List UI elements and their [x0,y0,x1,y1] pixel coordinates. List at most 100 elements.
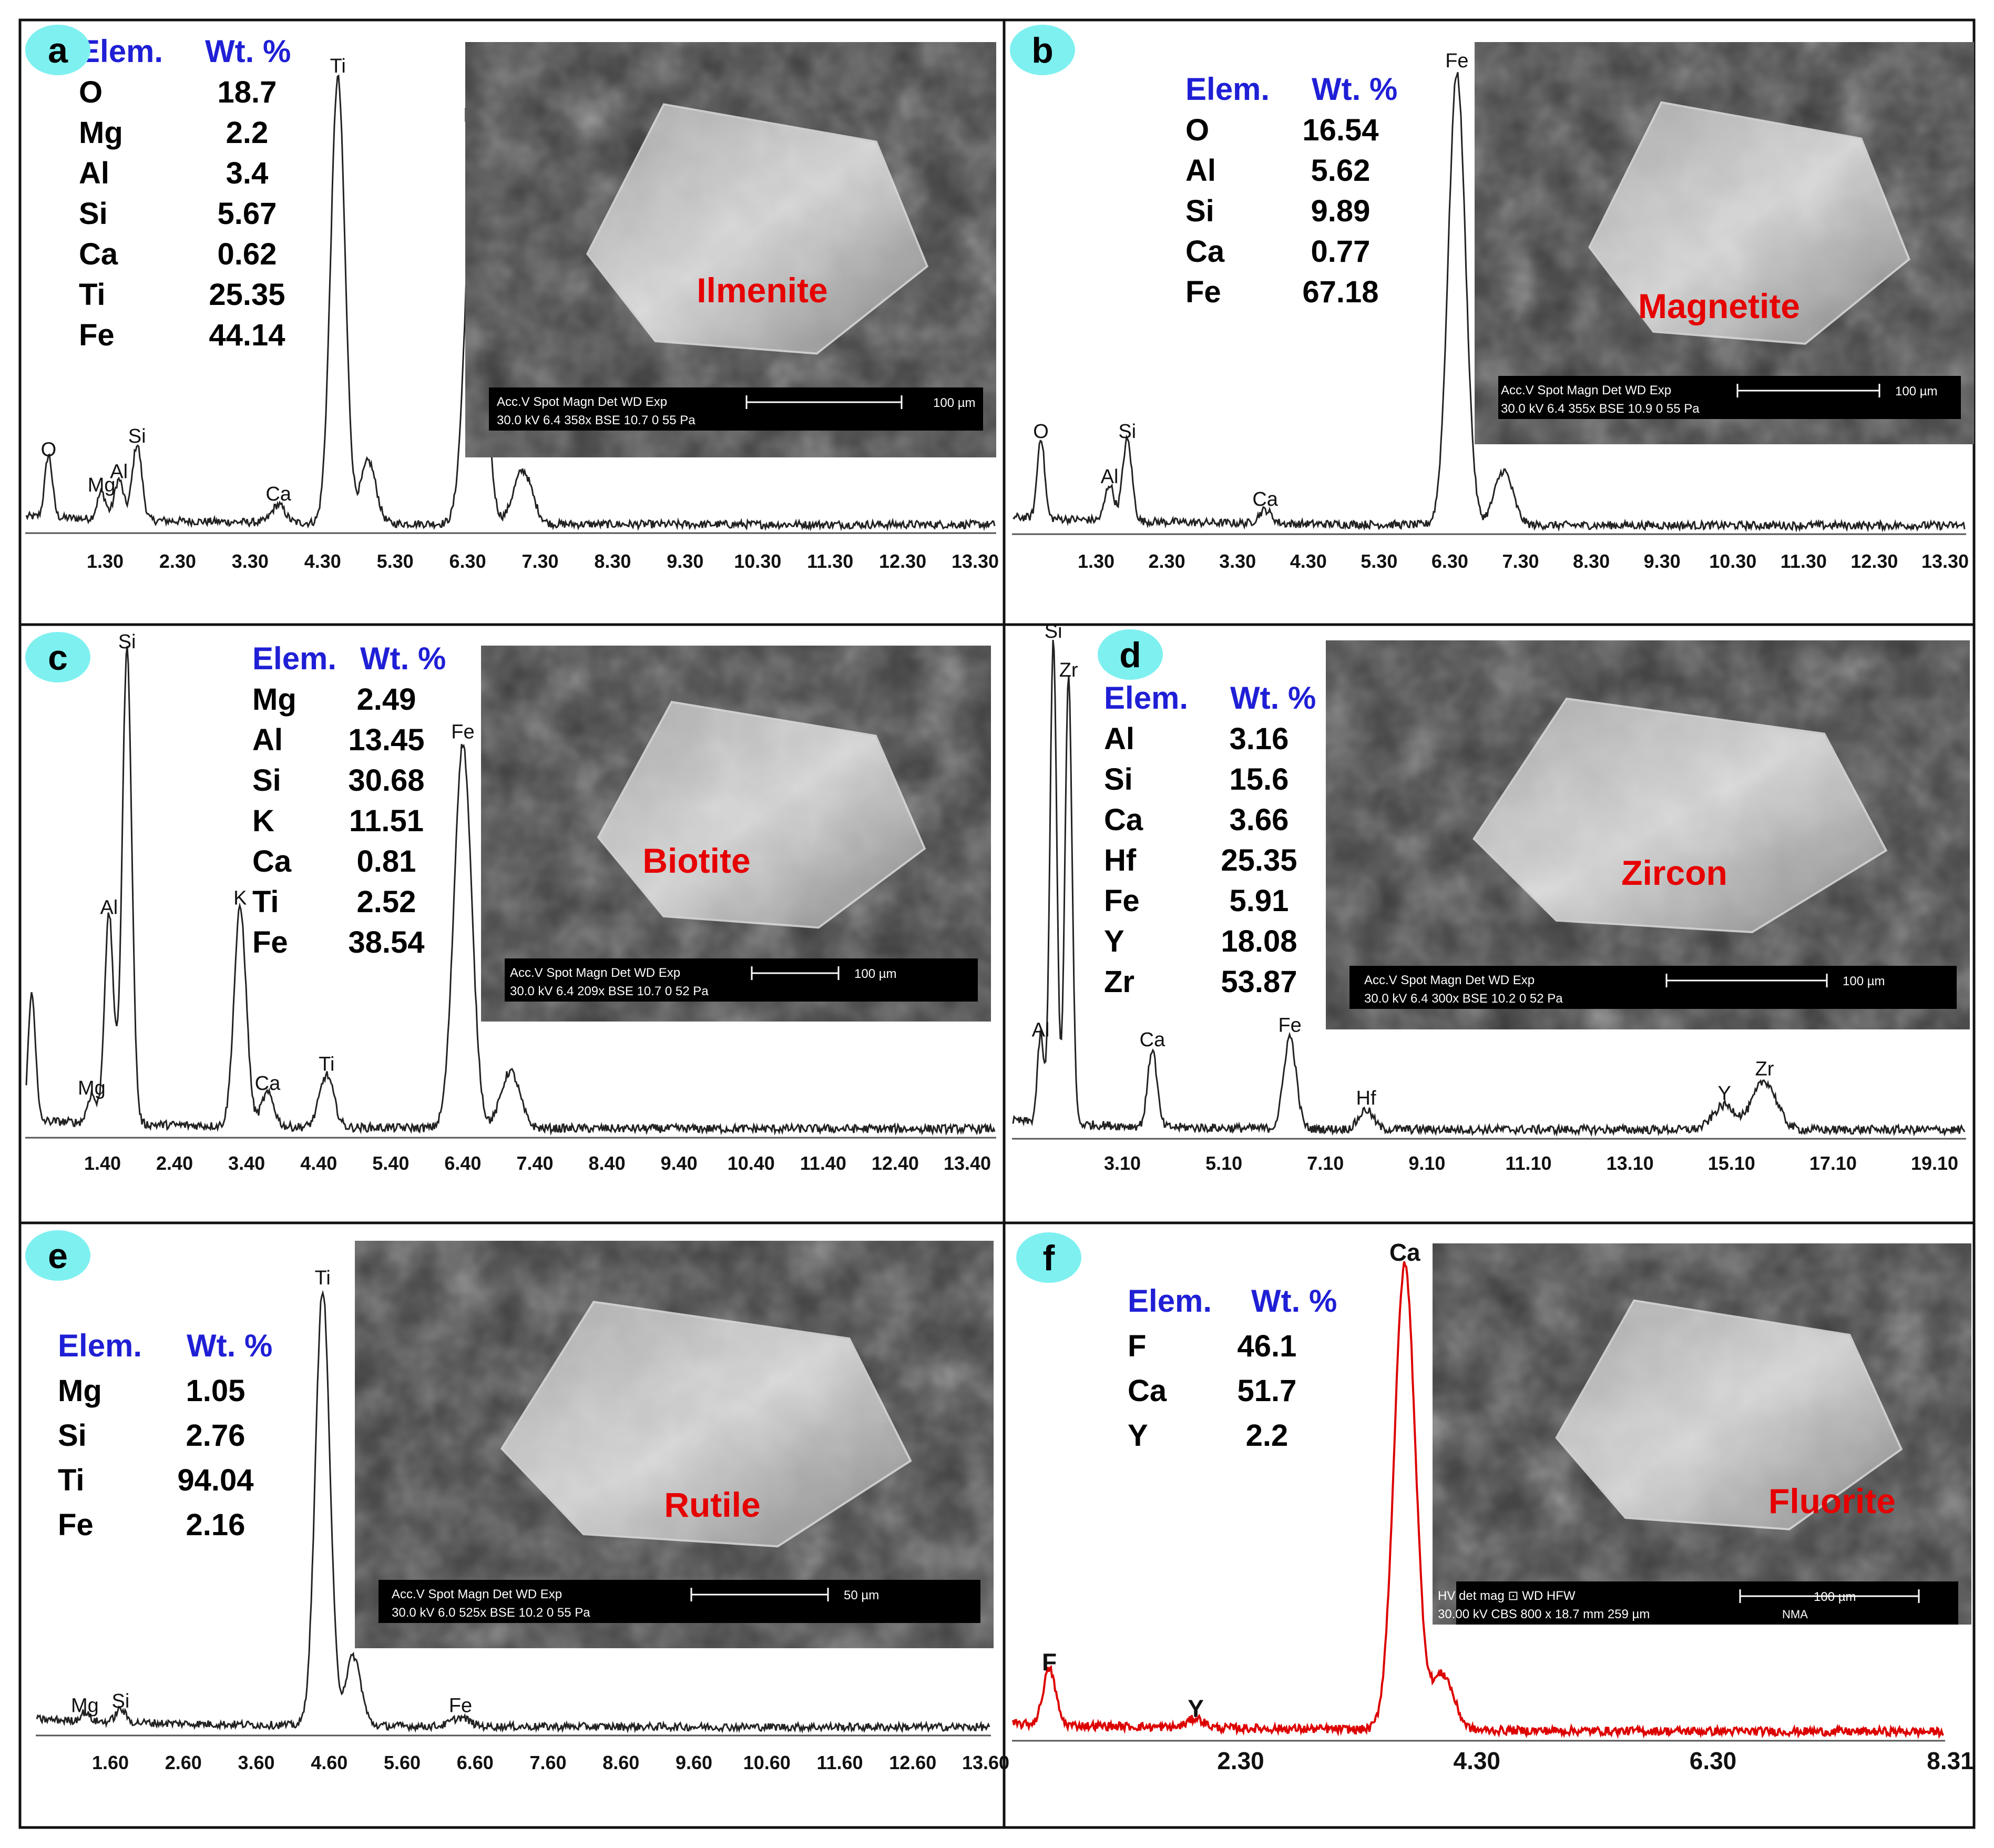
table-header-elem: Elem. [1104,680,1188,716]
scale-bar [751,966,840,980]
table-header-elem: Elem. [252,641,336,676]
panel-badge-letter: f [1043,1238,1055,1278]
weight-percent: 18.7 [218,75,277,109]
x-tick-label: 2.60 [165,1752,202,1773]
peak-ca-marker [1404,1271,1406,1273]
x-tick-label: 9.30 [667,550,703,572]
element-symbol: Y [1128,1418,1148,1453]
table-header-wt: Wt. % [1312,72,1397,107]
panel-e: Mg Si Ti Fe 1.60 2.60 3.60 4.60 5.60 6.60 7.60 8.60… [25,1230,1009,1773]
x-tick-label: 7.40 [516,1152,553,1174]
x-tick-label: 9.40 [661,1152,698,1174]
x-tick-label: 5.30 [377,550,414,572]
x-tick-label: 13.30 [952,550,999,572]
sem-caption-line1: Acc.V Spot Magn Det WD Exp [1501,383,1671,397]
element-symbol: Al [1104,722,1134,756]
x-tick-label: 4.30 [1290,550,1327,572]
peak-fe-marker [1289,1042,1291,1044]
scale-bar [690,1588,829,1601]
peak-al-marker [118,489,120,491]
x-tick-label: 8.60 [602,1752,639,1773]
weight-percent: 1.05 [186,1374,246,1408]
weight-percent: 46.1 [1238,1329,1297,1363]
mineral-label: Magnetite [1638,287,1800,325]
weight-percent: 0.77 [1311,234,1371,269]
element-symbol: Ca [1185,234,1225,269]
sem-caption-bar [1498,376,1961,419]
weight-percent: 53.87 [1221,965,1297,999]
weight-percent: 2.2 [226,116,269,150]
panels-root: OMgAlSiCaTiFe1.302.303.304.305.306.307.3… [18,18,1976,1829]
spectrum-line [1012,639,1966,1137]
sem-caption-extra: NMA [1782,1608,1808,1621]
peak-al-marker [1109,494,1111,496]
element-symbol: Al [79,156,109,190]
x-tick-label: 6.30 [1690,1747,1737,1774]
weight-percent: 0.62 [218,237,277,271]
scale-bar-label: 100 µm [1814,1590,1856,1604]
x-tick-label: 4.30 [1453,1747,1500,1774]
element-symbol: Si [1104,762,1133,797]
eds-spectrum-a: OMgAlSiCaTiFe1.302.303.304.305.306.307.3… [25,55,999,572]
weight-percent: 3.16 [1230,722,1289,756]
table-header-wt: Wt. % [1230,680,1316,716]
spectrum-line [25,74,996,532]
x-tick-label: 2.30 [1149,550,1185,572]
peak-unlabeled-marker [367,466,370,468]
panel-borders [18,18,1976,1829]
weight-percent: 0.81 [357,844,416,879]
x-tick-label: 1.60 [92,1752,129,1773]
panel-badge [25,632,90,682]
element-symbol: Hf [1104,843,1137,877]
peak-label: Zr [1755,1058,1774,1080]
element-symbol: Mg [252,682,296,717]
peak-ti-marker [325,1081,328,1084]
x-tick-label: 12.30 [879,550,926,572]
x-tick-label: 7.30 [521,550,558,572]
x-tick-label: 17.10 [1809,1152,1857,1174]
table-header-elem: Elem. [58,1328,142,1363]
x-tick-label: 12.40 [872,1152,919,1174]
weight-percent: 2.2 [1246,1418,1289,1453]
x-tick-label: 11.40 [800,1152,846,1174]
panel-badge-letter: a [48,30,68,70]
weight-percent: 44.14 [209,318,285,352]
composition-table: Elem. Wt. % O 18.7 Mg 2.2 Al 3.4 Si 5.67 Ca 0.62 Ti 2… [79,34,291,352]
eds-spectrum-f: F Y Ca 2.30 4.30 6.30 8.31 [1012,1239,1974,1774]
composition-table: Elem. Wt. % F 46.1 Ca 51.7 Y 2.2 [1128,1283,1337,1453]
composition-table: Elem. Wt. % Mg 2.49 Al 13.45 Si 30.68 K 11.51 Ca 0.… [252,641,446,959]
x-tick-label: 4.40 [300,1152,337,1174]
peak-ca-marker [1264,516,1266,518]
spectrum-line [25,646,996,1136]
peak-ca-marker [278,511,280,513]
scale-bar-label: 100 µm [854,967,897,981]
mineral-grain [500,1301,912,1548]
sem-caption-line1: Acc.V Spot Magn Det WD Exp [392,1587,562,1601]
element-symbol: Zr [1104,965,1134,999]
sem-caption-bar [489,387,983,431]
table-header-elem: Elem. [79,34,163,69]
mineral-grain [1588,101,1910,345]
mineral-grain [1473,697,1888,934]
x-tick-label: 3.30 [232,550,269,572]
x-tick-label: 6.40 [444,1152,481,1174]
panel-frame-f [1003,1221,1976,1829]
peak-ca-marker [1151,1057,1153,1059]
x-tick-label: 6.30 [1431,550,1468,572]
sem-caption-bar [1456,1581,1958,1625]
x-tick-label: 11.60 [816,1752,863,1773]
weight-percent: 9.89 [1311,194,1371,228]
x-tick-label: 12.60 [889,1752,936,1773]
x-tick-label: 5.60 [384,1752,421,1773]
panel-badge-letter: e [48,1236,68,1276]
weight-percent: 30.68 [348,763,424,798]
panel-a: OMgAlSiCaTiFe1.302.303.304.305.306.307.3… [25,25,999,572]
x-tick-label: 19.10 [1911,1152,1958,1174]
peak-label: Mg [88,474,116,496]
scale-bar-label: 100 µm [1843,974,1885,988]
peak-si-marker [119,1718,121,1720]
weight-percent: 25.35 [209,278,285,312]
element-symbol: Ca [1128,1374,1167,1408]
element-symbol: Si [252,763,281,798]
